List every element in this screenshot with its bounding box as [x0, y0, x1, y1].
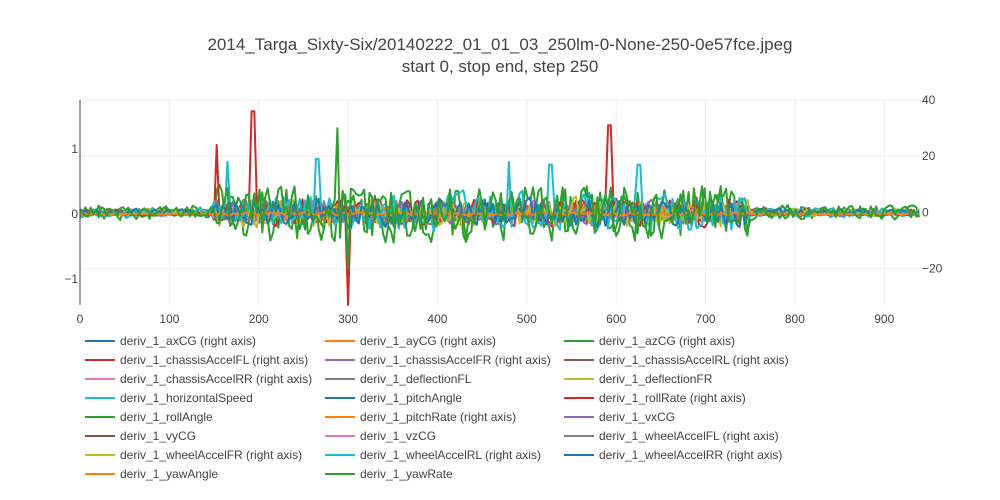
axes: 0 100 200 300 400 500 600 700 800 900 −1 0 1 −20 0 20 40: [64, 93, 942, 326]
legend-label: deriv_1_yawAngle: [120, 467, 218, 481]
legend-label: deriv_1_pitchRate (right axis): [360, 410, 516, 424]
x-tick-label: 300: [338, 312, 358, 326]
legend-item[interactable]: deriv_1_chassisAccelFL (right axis): [85, 353, 308, 367]
legend-label: deriv_1_rollRate (right axis): [599, 391, 746, 405]
y-left-tick-label: 1: [71, 142, 78, 156]
legend-label: deriv_1_wheelAccelRR (right axis): [599, 448, 782, 462]
legend-label: deriv_1_horizontalSpeed: [120, 391, 253, 405]
legend-item[interactable]: deriv_1_horizontalSpeed: [85, 391, 253, 405]
x-tick-label: 700: [696, 312, 716, 326]
y-right-tick-label: −20: [922, 261, 943, 275]
legend-item[interactable]: deriv_1_vzCG: [325, 429, 436, 443]
legend-label: deriv_1_azCG (right axis): [599, 334, 735, 348]
legend-label: deriv_1_vzCG: [360, 429, 436, 443]
legend-item[interactable]: deriv_1_chassisAccelRR (right axis): [85, 372, 312, 386]
y-right-tick-label: 40: [922, 93, 936, 107]
legend-item[interactable]: deriv_1_deflectionFR: [564, 372, 713, 386]
legend-item[interactable]: deriv_1_wheelAccelFL (right axis): [564, 429, 779, 443]
series-line: [79, 127, 920, 270]
legend-label: deriv_1_yawRate: [360, 467, 453, 481]
legend-label: deriv_1_ayCG (right axis): [360, 334, 496, 348]
legend-item[interactable]: deriv_1_pitchRate (right axis): [325, 410, 516, 424]
legend-item[interactable]: deriv_1_wheelAccelRR (right axis): [564, 448, 782, 462]
legend-item[interactable]: deriv_1_azCG (right axis): [564, 334, 735, 348]
legend-label: deriv_1_vyCG: [120, 429, 196, 443]
x-tick-label: 0: [77, 312, 84, 326]
legend-item[interactable]: deriv_1_vxCG: [564, 410, 675, 424]
legend-item[interactable]: deriv_1_wheelAccelFR (right axis): [85, 448, 302, 462]
legend-item[interactable]: deriv_1_chassisAccelFR (right axis): [325, 353, 551, 367]
legend-label: deriv_1_chassisAccelFL (right axis): [120, 353, 308, 367]
legend[interactable]: deriv_1_axCG (right axis) deriv_1_ayCG (r…: [85, 334, 789, 481]
x-tick-label: 200: [249, 312, 269, 326]
legend-item[interactable]: deriv_1_axCG (right axis): [85, 334, 256, 348]
legend-item[interactable]: deriv_1_yawRate: [325, 467, 453, 481]
legend-label: deriv_1_chassisAccelRL (right axis): [599, 353, 789, 367]
legend-label: deriv_1_wheelAccelFR (right axis): [120, 448, 302, 462]
legend-label: deriv_1_axCG (right axis): [120, 334, 256, 348]
legend-label: deriv_1_chassisAccelFR (right axis): [360, 353, 551, 367]
legend-item[interactable]: deriv_1_deflectionFL: [325, 372, 472, 386]
legend-label: deriv_1_rollAngle: [120, 410, 213, 424]
y-right-tick-label: 0: [922, 205, 929, 219]
legend-item[interactable]: deriv_1_chassisAccelRL (right axis): [564, 353, 789, 367]
chart-subtitle: start 0, stop end, step 250: [402, 57, 599, 76]
x-tick-label: 600: [606, 312, 626, 326]
x-tick-label: 800: [785, 312, 805, 326]
legend-item[interactable]: deriv_1_rollRate (right axis): [564, 391, 746, 405]
x-tick-label: 100: [159, 312, 179, 326]
legend-label: deriv_1_pitchAngle: [360, 391, 462, 405]
legend-label: deriv_1_chassisAccelRR (right axis): [120, 372, 312, 386]
legend-label: deriv_1_deflectionFL: [360, 372, 472, 386]
legend-label: deriv_1_wheelAccelFL (right axis): [599, 429, 779, 443]
y-left-tick-label: −1: [64, 272, 78, 286]
x-tick-label: 900: [874, 312, 894, 326]
y-left-tick-label: 0: [71, 207, 78, 221]
series-line: [79, 211, 920, 217]
plot-area: [79, 110, 921, 306]
x-tick-label: 500: [517, 312, 537, 326]
legend-item[interactable]: deriv_1_rollAngle: [85, 410, 213, 424]
x-tick-label: 400: [427, 312, 447, 326]
legend-item[interactable]: deriv_1_pitchAngle: [325, 391, 462, 405]
legend-label: deriv_1_wheelAccelRL (right axis): [360, 448, 541, 462]
legend-label: deriv_1_deflectionFR: [599, 372, 713, 386]
legend-item[interactable]: deriv_1_yawAngle: [85, 467, 218, 481]
legend-label: deriv_1_vxCG: [599, 410, 675, 424]
chart-title: 2014_Targa_Sixty-Six/20140222_01_01_03_2…: [207, 35, 792, 54]
legend-item[interactable]: deriv_1_ayCG (right axis): [325, 334, 496, 348]
legend-item[interactable]: deriv_1_vyCG: [85, 429, 196, 443]
legend-item[interactable]: deriv_1_wheelAccelRL (right axis): [325, 448, 541, 462]
y-right-tick-label: 20: [922, 149, 936, 163]
